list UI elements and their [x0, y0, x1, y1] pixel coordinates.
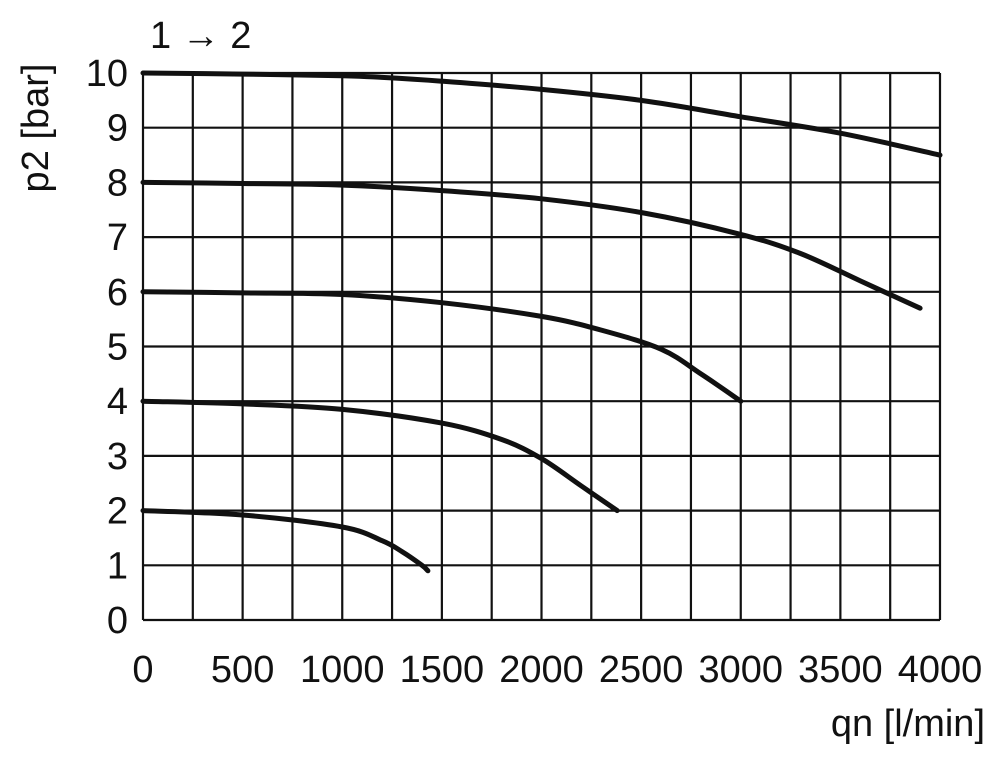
y-tick-label: 5 [107, 327, 128, 369]
x-tick-label: 2000 [499, 649, 584, 691]
series-line-4 [140, 398, 620, 514]
y-tick-label: 4 [107, 381, 128, 423]
series-line-1 [140, 70, 943, 158]
x-tick-label: 4000 [898, 649, 983, 691]
y-tick-label: 3 [107, 436, 128, 478]
y-tick-label: 9 [107, 108, 128, 150]
y-tick-label: 6 [107, 272, 128, 314]
y-tick-label: 8 [107, 162, 128, 204]
x-tick-label: 0 [132, 649, 153, 691]
chart-title: 1 → 2 [150, 15, 251, 57]
y-tick-label: 1 [107, 545, 128, 587]
series-line-2 [140, 179, 923, 311]
y-tick-label: 7 [107, 217, 128, 259]
x-tick-labels: 0 500 1000 1500 2000 2500 3000 3500 4000 [132, 649, 982, 691]
x-tick-label: 1000 [300, 649, 385, 691]
series-line-5 [140, 508, 431, 574]
chart-series-group [140, 70, 943, 574]
y-tick-label: 0 [107, 600, 128, 642]
x-tick-label: 2500 [599, 649, 684, 691]
y-tick-labels: 0 1 2 3 4 5 6 7 8 9 10 [86, 53, 128, 642]
y-axis-label: p2 [bar] [15, 64, 57, 193]
y-tick-label: 10 [86, 53, 128, 95]
x-tick-label: 3000 [698, 649, 783, 691]
x-tick-label: 500 [211, 649, 274, 691]
y-tick-label: 2 [107, 491, 128, 533]
series-line-3 [140, 289, 744, 404]
x-tick-label: 1500 [400, 649, 485, 691]
x-axis-label: qn [l/min] [831, 703, 985, 745]
chart-grid [141, 71, 942, 622]
x-tick-label: 3500 [798, 649, 883, 691]
